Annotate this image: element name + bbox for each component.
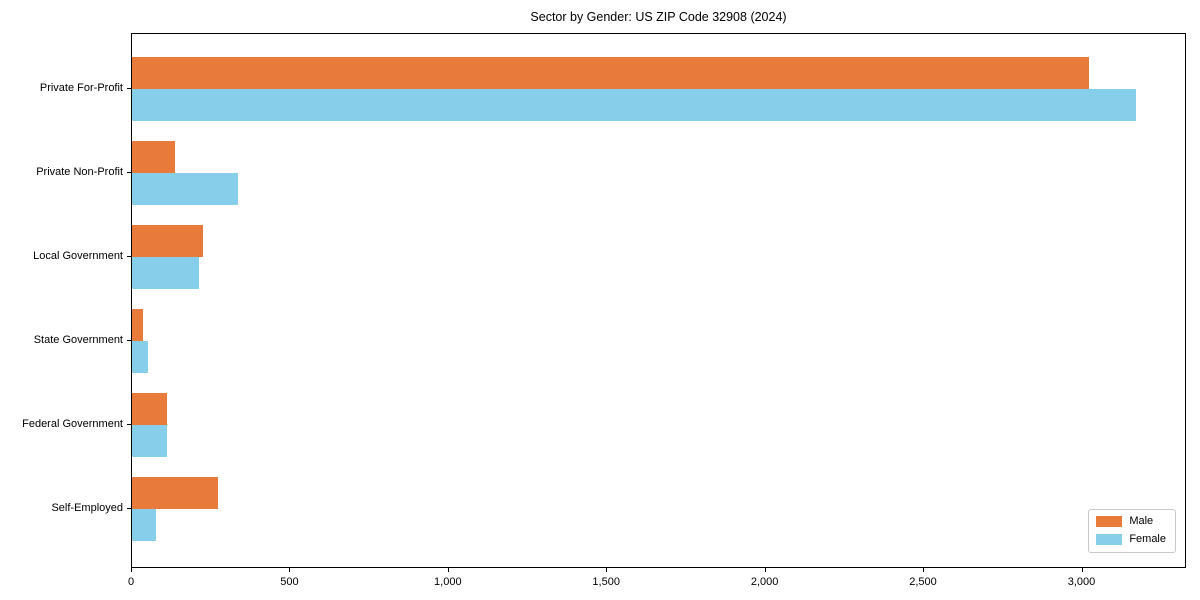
bar-male-federal-government xyxy=(132,393,167,425)
y-tick-mark xyxy=(127,172,131,173)
bar-male-state-government xyxy=(132,309,144,341)
y-tick-mark xyxy=(127,256,131,257)
legend-item-female: Female xyxy=(1096,533,1166,546)
x-tick-mark xyxy=(1081,568,1083,572)
x-tick-label-1500: 1,500 xyxy=(592,576,620,588)
bar-male-self-employed xyxy=(132,477,218,509)
legend-label-male: Male xyxy=(1129,515,1154,527)
x-tick-mark xyxy=(606,568,608,572)
y-tick-label-state-government: State Government xyxy=(33,334,123,346)
legend-label-female: Female xyxy=(1129,533,1166,545)
y-tick-mark xyxy=(127,424,131,425)
x-tick-mark xyxy=(289,568,291,572)
bar-male-local-government xyxy=(132,225,204,257)
bar-female-private-non-profit xyxy=(132,173,239,205)
x-tick-mark xyxy=(764,568,766,572)
y-tick-label-private-for-profit: Private For-Profit xyxy=(39,82,123,94)
bar-female-federal-government xyxy=(132,425,167,457)
y-tick-mark xyxy=(127,88,131,89)
x-tick-label-500: 500 xyxy=(280,576,299,588)
bar-male-private-non-profit xyxy=(132,141,175,173)
y-tick-label-self-employed: Self-Employed xyxy=(51,502,123,514)
legend-swatch-female xyxy=(1096,534,1123,545)
legend: Male Female xyxy=(1088,509,1176,553)
bar-male-private-for-profit xyxy=(132,57,1089,89)
x-tick-label-2000: 2,000 xyxy=(750,576,779,588)
y-tick-label-private-non-profit: Private Non-Profit xyxy=(36,166,123,178)
legend-item-male: Male xyxy=(1096,515,1166,528)
y-tick-label-local-government: Local Government xyxy=(33,250,123,262)
legend-swatch-male xyxy=(1096,516,1123,527)
bar-female-self-employed xyxy=(132,509,156,541)
y-tick-mark xyxy=(127,508,131,509)
x-tick-mark xyxy=(131,568,132,572)
y-tick-mark xyxy=(127,340,131,341)
bar-female-local-government xyxy=(132,257,199,289)
y-tick-label-federal-government: Federal Government xyxy=(22,418,123,430)
x-tick-mark xyxy=(923,568,924,572)
x-tick-label-3000: 3,000 xyxy=(1067,576,1096,588)
x-tick-label-0: 0 xyxy=(127,576,135,588)
x-tick-mark xyxy=(447,568,449,572)
chart-title: Sector by Gender: US ZIP Code 32908 (202… xyxy=(530,10,787,24)
plot-area: Male Female xyxy=(131,33,1186,568)
bar-female-state-government xyxy=(132,341,148,373)
bar-female-private-for-profit xyxy=(132,89,1137,121)
x-tick-label-1000: 1,000 xyxy=(434,576,462,588)
x-tick-label-2500: 2,500 xyxy=(909,576,937,588)
